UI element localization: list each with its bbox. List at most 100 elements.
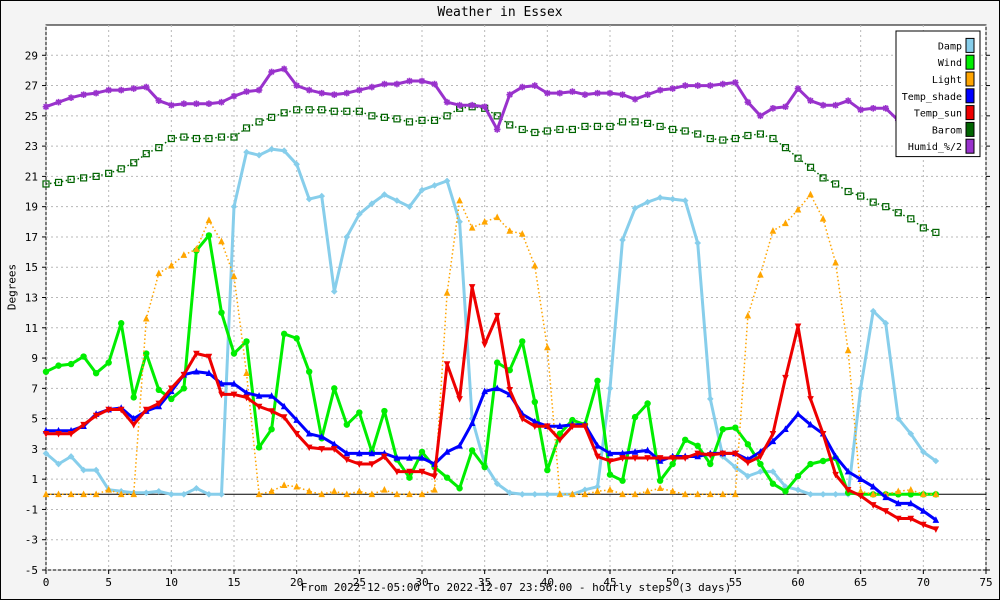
data-point-humid-2 — [80, 91, 87, 98]
data-point-temp-sun — [205, 353, 213, 361]
data-point-wind — [180, 385, 188, 392]
data-point-light — [456, 196, 463, 204]
data-point-barom — [506, 121, 514, 129]
x-tick-label: 50 — [666, 576, 679, 589]
data-point-light — [155, 269, 163, 277]
y-tick-label: 1 — [31, 473, 38, 486]
data-point-barom — [593, 122, 602, 131]
data-point-wind — [519, 338, 526, 345]
data-point-damp — [706, 395, 714, 403]
data-point-damp — [807, 491, 814, 498]
data-point-wind — [744, 441, 752, 448]
data-point-damp — [443, 177, 451, 185]
data-point-barom — [280, 109, 288, 117]
data-point-temp-sun — [656, 455, 664, 462]
data-point-temp-sun — [193, 350, 200, 358]
data-point-barom — [882, 203, 890, 211]
data-point-wind — [230, 350, 238, 357]
data-point-light — [769, 227, 777, 234]
data-point-temp-shade — [932, 516, 940, 523]
data-point-temp-sun — [406, 468, 413, 476]
data-point-light — [330, 487, 338, 495]
data-point-humid-2 — [844, 97, 852, 104]
data-point-temp-sun — [468, 284, 476, 291]
data-point-temp-shade — [869, 482, 877, 490]
data-point-humid-2 — [719, 80, 727, 88]
data-point-wind — [205, 232, 213, 239]
legend-label: Temp_sun — [914, 109, 962, 120]
data-point-humid-2 — [393, 80, 401, 88]
data-point-barom — [343, 107, 351, 115]
data-point-barom — [794, 154, 802, 162]
data-point-light — [268, 487, 275, 495]
data-point-damp — [356, 210, 363, 218]
data-point-temp-shade — [631, 448, 639, 455]
data-point-light — [794, 205, 802, 213]
data-point-light — [581, 490, 589, 498]
data-point-damp — [644, 198, 651, 206]
data-point-barom — [242, 124, 251, 132]
data-point-wind — [381, 407, 388, 415]
data-point-wind — [293, 335, 300, 342]
data-point-temp-sun — [869, 502, 877, 509]
data-point-damp — [406, 203, 413, 210]
data-point-humid-2 — [744, 98, 752, 106]
data-point-humid-2 — [443, 98, 451, 106]
x-tick-label: 40 — [541, 576, 554, 589]
data-point-light — [907, 485, 915, 493]
data-point-humid-2 — [832, 101, 839, 109]
data-point-barom — [79, 174, 88, 182]
data-point-light — [318, 490, 326, 498]
data-point-wind — [118, 320, 125, 327]
y-tick-label: 27 — [25, 80, 38, 93]
data-point-humid-2 — [381, 80, 388, 88]
data-point-temp-sun — [619, 455, 626, 462]
data-point-humid-2 — [356, 86, 363, 94]
data-point-damp — [544, 491, 551, 498]
series-temp-sun — [42, 284, 940, 533]
data-point-barom — [581, 122, 589, 131]
data-point-barom — [293, 106, 301, 114]
data-point-humid-2 — [230, 92, 238, 100]
data-point-damp — [656, 194, 664, 201]
data-point-temp-sun — [230, 391, 238, 399]
data-point-barom — [405, 118, 414, 126]
data-point-light — [619, 490, 626, 498]
data-point-humid-2 — [280, 65, 288, 73]
data-point-barom — [117, 165, 125, 173]
data-point-light — [356, 487, 363, 495]
data-point-temp-shade — [481, 387, 488, 395]
series-line-light — [46, 193, 936, 496]
data-point-humid-2 — [142, 83, 150, 91]
legend-label: Barom — [932, 125, 962, 136]
data-point-wind — [168, 395, 175, 403]
y-tick-label: -3 — [25, 534, 38, 547]
data-point-damp — [393, 197, 401, 204]
data-point-barom — [105, 169, 113, 177]
data-point-damp — [431, 182, 438, 189]
data-point-light — [368, 490, 376, 498]
data-point-light — [869, 490, 877, 498]
legend-label: Wind — [938, 58, 962, 69]
data-point-wind — [556, 430, 564, 437]
data-point-light — [406, 490, 413, 498]
data-point-humid-2 — [869, 104, 877, 112]
data-point-temp-sun — [606, 458, 614, 465]
data-point-barom — [380, 113, 388, 121]
data-point-damp — [42, 450, 50, 457]
y-tick-label: 23 — [25, 140, 38, 153]
data-point-humid-2 — [42, 103, 50, 111]
data-point-temp-sun — [681, 455, 689, 462]
data-point-temp-sun — [268, 408, 275, 415]
data-point-damp — [67, 453, 75, 460]
data-point-damp — [694, 239, 702, 247]
data-point-light — [243, 369, 250, 376]
data-point-barom — [932, 228, 940, 237]
x-tick-label: 75 — [979, 576, 992, 589]
data-point-humid-2 — [193, 100, 200, 108]
data-point-temp-sun — [142, 406, 150, 414]
data-point-light — [443, 289, 451, 296]
data-point-temp-shade — [193, 367, 200, 375]
data-point-barom — [355, 107, 363, 115]
